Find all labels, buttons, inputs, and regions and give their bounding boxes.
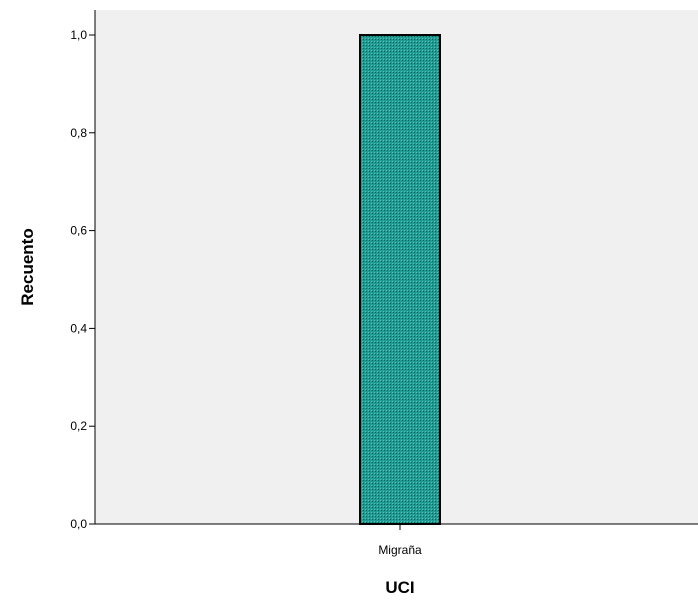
y-tick-label: 0,0 [70,517,87,531]
bars [359,34,441,525]
bar [359,34,441,525]
x-axis-title: UCI [385,578,414,597]
y-tick-label: 0,4 [70,321,87,335]
x-tick-label: Migraña [378,543,422,557]
y-axis-title: Recuento [18,228,37,305]
y-tick-label: 0,8 [70,126,87,140]
y-tick-label: 1,0 [70,28,87,42]
y-axis-ticks: 0,0 0,2 0,4 0,6 0,8 1,0 [70,28,95,531]
y-tick-label: 0,6 [70,224,87,238]
x-axis-ticks: Migraña [378,524,422,557]
y-tick-label: 0,2 [70,419,87,433]
